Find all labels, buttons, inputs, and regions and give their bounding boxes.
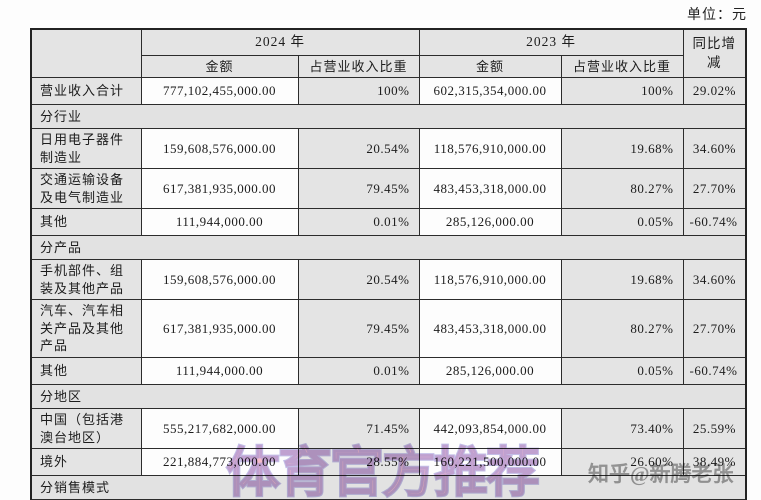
cell-amount-2023: 602,315,354,000.00 [418, 77, 562, 106]
cell-proportion-2023: 26.60% [560, 448, 684, 477]
row-label: 其他 [30, 208, 142, 237]
cell-proportion-2024: 79.45% [297, 168, 420, 210]
row-label: 汽车、汽车相关产品及其他产品 [30, 299, 142, 358]
table-row: 其他 111,944,000.00 0.01% 285,126,000.00 0.05%… [30, 208, 747, 237]
cell-proportion-2023: 0.05% [560, 356, 684, 385]
cell-yoy: 25.59% [682, 407, 747, 450]
row-label: 交通运输设备及电气制造业 [30, 168, 142, 210]
header-amount-2024: 金额 [140, 54, 299, 79]
header-year-2023: 2023 年 [418, 28, 684, 56]
row-label: 其他 [30, 356, 142, 385]
row-label: 营业收入合计 [30, 77, 142, 106]
cell-amount-2023: 483,453,318,000.00 [418, 168, 562, 210]
cell-yoy: 34.60% [682, 259, 747, 301]
cell-proportion-2024: 20.54% [297, 128, 420, 170]
cell-amount-2024: 111,944,000.00 [140, 208, 299, 237]
cell-amount-2024: 617,381,935,000.00 [140, 299, 299, 358]
cell-proportion-2023: 80.27% [560, 168, 684, 210]
header-proportion-2023: 占营业收入比重 [560, 54, 684, 79]
section-label: 分产品 [30, 235, 747, 261]
cell-proportion-2024: 79.45% [297, 299, 420, 358]
table-row: 营业收入合计 777,102,455,000.00 100% 602,315,354,… [30, 77, 747, 106]
cell-amount-2023: 483,453,318,000.00 [418, 299, 562, 358]
cell-proportion-2023: 0.05% [560, 208, 684, 237]
cell-yoy: 27.70% [682, 168, 747, 210]
cell-amount-2023: 118,576,910,000.00 [418, 128, 562, 170]
cell-amount-2023: 442,093,854,000.00 [418, 407, 562, 450]
cell-amount-2024: 111,944,000.00 [140, 356, 299, 385]
cell-proportion-2024: 0.01% [297, 356, 420, 385]
cell-amount-2024: 159,608,576,000.00 [140, 128, 299, 170]
cell-amount-2024: 555,217,682,000.00 [140, 407, 299, 450]
unit-label: 单位：元 [687, 8, 747, 23]
cell-amount-2023: 285,126,000.00 [418, 208, 562, 237]
cell-proportion-2024: 71.45% [297, 407, 420, 450]
section-label: 分销售模式 [30, 475, 747, 500]
table-row: 手机部件、组装及其他产品 159,608,576,000.00 20.54% 118,… [30, 259, 747, 301]
revenue-breakdown-table: 2024 年 2023 年 同比增减 金额 占营业收入比重 金额 占营业收入比重… [30, 28, 747, 500]
header-proportion-2024: 占营业收入比重 [297, 54, 420, 79]
cell-amount-2024: 221,884,773,000.00 [140, 448, 299, 477]
row-label: 手机部件、组装及其他产品 [30, 259, 142, 301]
table-row: 汽车、汽车相关产品及其他产品 617,381,935,000.00 79.45% 48… [30, 299, 747, 358]
cell-amount-2024: 777,102,455,000.00 [140, 77, 299, 106]
table-body: 营业收入合计 777,102,455,000.00 100% 602,315,354,… [30, 77, 747, 500]
cell-proportion-2023: 19.68% [560, 259, 684, 301]
cell-amount-2023: 160,221,500,000.00 [418, 448, 562, 477]
header-row-measures: 金额 占营业收入比重 金额 占营业收入比重 [31, 54, 746, 79]
cell-yoy: -60.74% [682, 356, 747, 385]
cell-proportion-2024: 20.54% [297, 259, 420, 301]
section-label: 分地区 [30, 383, 747, 409]
cell-yoy: 34.60% [682, 128, 747, 170]
cell-amount-2024: 617,381,935,000.00 [140, 168, 299, 210]
table-row: 中国（包括港澳台地区） 555,217,682,000.00 71.45% 442,0… [30, 407, 747, 450]
cell-proportion-2023: 100% [560, 77, 684, 106]
header-row-years: 2024 年 2023 年 同比增减 [30, 28, 747, 79]
cell-proportion-2023: 73.40% [560, 407, 684, 450]
cell-proportion-2024: 100% [297, 77, 420, 106]
cell-yoy: 38.49% [682, 448, 747, 477]
section-row: 分地区 [30, 383, 747, 409]
table-row: 境外 221,884,773,000.00 28.55% 160,221,500,00… [30, 448, 747, 477]
table-row: 其他 111,944,000.00 0.01% 285,126,000.00 0.05%… [30, 356, 747, 385]
cell-proportion-2023: 80.27% [560, 299, 684, 358]
table-row: 交通运输设备及电气制造业 617,381,935,000.00 79.45% 483,… [30, 168, 747, 210]
cell-yoy: -60.74% [682, 208, 747, 237]
section-label: 分行业 [30, 104, 747, 130]
table-header: 2024 年 2023 年 同比增减 金额 占营业收入比重 金额 占营业收入比重 [30, 28, 747, 79]
cell-proportion-2024: 28.55% [297, 448, 420, 477]
table-row: 日用电子器件制造业 159,608,576,000.00 20.54% 118,576… [30, 128, 747, 170]
row-label: 境外 [30, 448, 142, 477]
cell-amount-2024: 159,608,576,000.00 [140, 259, 299, 301]
header-year-2024: 2024 年 [140, 28, 420, 56]
header-amount-2023: 金额 [418, 54, 562, 79]
cell-proportion-2023: 19.68% [560, 128, 684, 170]
cell-amount-2023: 285,126,000.00 [418, 356, 562, 385]
section-row: 分销售模式 [30, 475, 747, 500]
section-row: 分产品 [30, 235, 747, 261]
header-yoy: 同比增减 [682, 28, 747, 79]
cell-amount-2023: 118,576,910,000.00 [418, 259, 562, 301]
row-label: 中国（包括港澳台地区） [30, 407, 142, 450]
cell-proportion-2024: 0.01% [297, 208, 420, 237]
corner-cell [30, 28, 142, 79]
row-label: 日用电子器件制造业 [30, 128, 142, 170]
cell-yoy: 27.70% [682, 299, 747, 358]
cell-yoy: 29.02% [682, 77, 747, 106]
section-row: 分行业 [30, 104, 747, 130]
